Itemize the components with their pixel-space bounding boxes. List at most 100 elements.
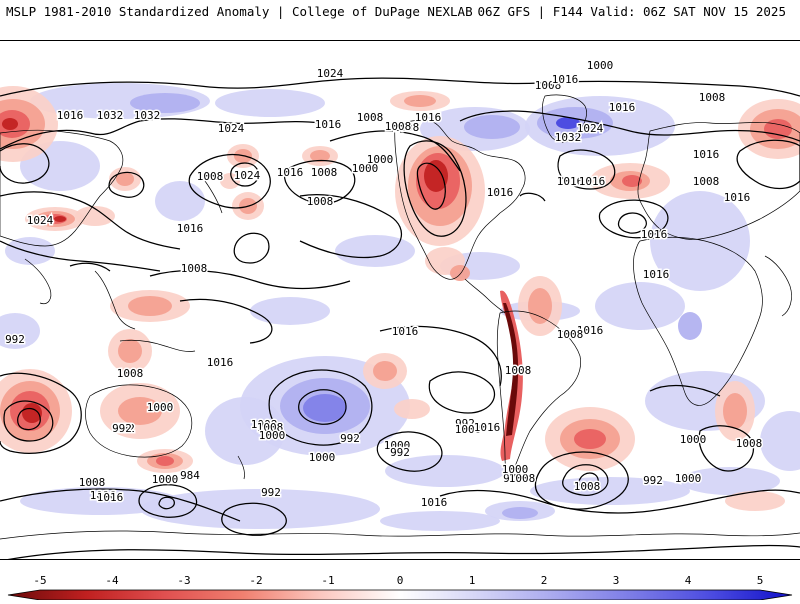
- anomaly-region: [2, 118, 18, 130]
- isobar-label: 1016: [97, 491, 124, 504]
- isobar: [519, 192, 546, 202]
- anomaly-region: [622, 175, 642, 187]
- coastline: [24, 258, 52, 305]
- anomaly-region: [155, 181, 205, 221]
- isobar: [149, 269, 351, 290]
- colorbar-bar: [7, 589, 793, 601]
- colorbar-tick-label: 4: [685, 574, 692, 587]
- anomaly-region: [760, 411, 800, 471]
- isobar-label: 1008: [557, 328, 584, 341]
- isobar: [0, 240, 161, 272]
- colorbar-tick-label: 1: [469, 574, 476, 587]
- isobar-label: 1032: [97, 109, 124, 122]
- anomaly-region: [215, 89, 325, 117]
- isobar-label: 1016: [392, 325, 419, 338]
- colorbar-tick-label: -5: [33, 574, 46, 587]
- anomaly-region: [118, 339, 142, 363]
- isobar-label: 1000: [147, 401, 174, 414]
- isobar: [403, 140, 467, 237]
- anomaly-region: [54, 216, 66, 222]
- isobar-label: 984: [180, 469, 200, 482]
- coastline: [633, 236, 763, 406]
- isobar: [158, 496, 175, 510]
- isobar: [557, 149, 616, 190]
- anomaly-region: [0, 313, 40, 349]
- isobar-label: 976: [503, 472, 523, 485]
- isobar-label: 1016: [641, 228, 668, 241]
- isobar: [7, 544, 800, 559]
- isobar-label: 1000: [352, 162, 379, 175]
- isobar: [379, 325, 502, 387]
- anomaly-region: [116, 172, 134, 186]
- isobar: [329, 130, 461, 172]
- isobar: [416, 162, 446, 210]
- coastline: [237, 455, 245, 480]
- anomaly-region: [140, 489, 380, 529]
- isobar-label: 1008: [535, 79, 562, 92]
- isobar-label: 1016: [487, 186, 514, 199]
- isobar-label: 1016: [609, 101, 636, 114]
- isobar-label: 1000: [675, 472, 702, 485]
- anomaly-region: [424, 160, 448, 192]
- isobar: [562, 464, 609, 496]
- colorbar-tick-label: 2: [541, 574, 548, 587]
- isobar-label: 1032: [134, 109, 161, 122]
- colorbar-tick-label: -1: [321, 574, 334, 587]
- isobar-label: 1008: [117, 367, 144, 380]
- map-panel[interactable]: 1024 1016 1032 1032 1024 1016 1008 1008 1032 1024…: [0, 40, 800, 560]
- isobar-label: 1008: [307, 195, 334, 208]
- isobar-label: 1000: [152, 473, 179, 486]
- anomaly-region: [678, 312, 702, 340]
- isobar-label: 1024: [577, 122, 604, 135]
- isobar: [0, 77, 800, 97]
- isobar-label: 1008: [181, 262, 208, 275]
- isobar-label: 1024: [234, 169, 261, 182]
- isobar-label: 992: [112, 422, 132, 435]
- isobar-label: 1016: [643, 268, 670, 281]
- isobar: [188, 153, 271, 209]
- anomaly-region: [373, 361, 397, 381]
- isobar-label: 1016: [421, 496, 448, 509]
- isobar-label: 1000: [259, 429, 286, 442]
- isobar-label: 1024: [218, 122, 245, 135]
- isobar-label: 1016: [693, 148, 720, 161]
- isobar-label: 1016: [277, 166, 304, 179]
- anomaly-region: [725, 491, 785, 511]
- isobar-label: 1016: [415, 111, 442, 124]
- coastline: [542, 94, 587, 143]
- anomaly-region: [680, 467, 780, 495]
- isobar-label: 1000: [384, 439, 411, 452]
- anomaly-region: [128, 296, 172, 316]
- coastline: [119, 339, 196, 352]
- map-title: MSLP 1981-2010 Standardized Anomaly | Co…: [6, 4, 473, 19]
- anomaly-region: [394, 399, 430, 419]
- isobar: [428, 371, 496, 414]
- anomaly-region: [130, 93, 200, 113]
- isobar: [376, 431, 443, 472]
- isobar-label: 1008: [736, 437, 763, 450]
- anomaly-region: [310, 150, 330, 162]
- coastline: [0, 129, 124, 247]
- isobar-label: 1016: [724, 191, 751, 204]
- isobar-label: 1008: [357, 111, 384, 124]
- isobar-label: 992: [455, 417, 475, 430]
- isobar-label: 1008: [393, 121, 420, 134]
- isobar: [3, 400, 54, 442]
- coastline: [0, 530, 800, 540]
- anomaly-region: [556, 117, 580, 129]
- anomaly-region: [450, 265, 470, 281]
- isobar-label: 1016: [90, 489, 117, 502]
- coastline: [637, 122, 800, 240]
- isobar-label: 1008: [509, 472, 536, 485]
- isobar: [0, 118, 321, 150]
- isobar: [649, 385, 721, 397]
- anomaly-region: [502, 507, 538, 519]
- isobar-contours: [0, 77, 800, 559]
- isobar-label: 1024: [317, 67, 344, 80]
- isobar-label: 1016: [557, 175, 584, 188]
- isobar: [617, 212, 647, 234]
- coastline: [496, 310, 581, 477]
- anomaly-region: [250, 297, 330, 325]
